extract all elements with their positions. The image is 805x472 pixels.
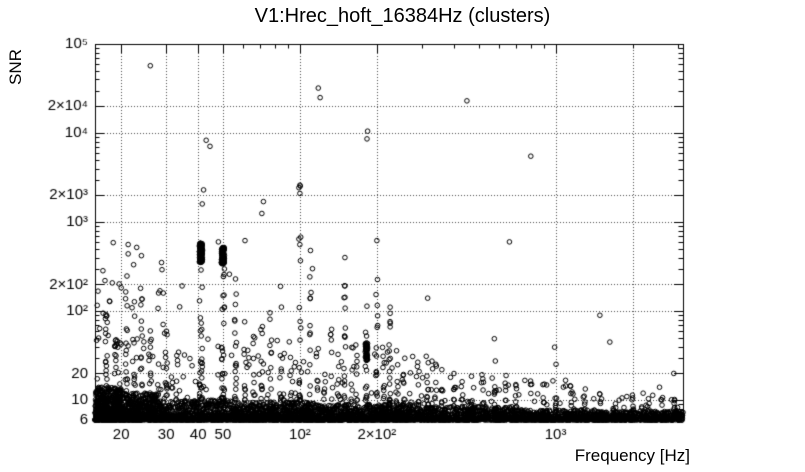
y-axis-label: SNR [6, 49, 25, 85]
x-axis-label: Frequency [Hz] [574, 446, 690, 465]
chart-title: V1:Hrec_hoft_16384Hz (clusters) [254, 5, 551, 27]
